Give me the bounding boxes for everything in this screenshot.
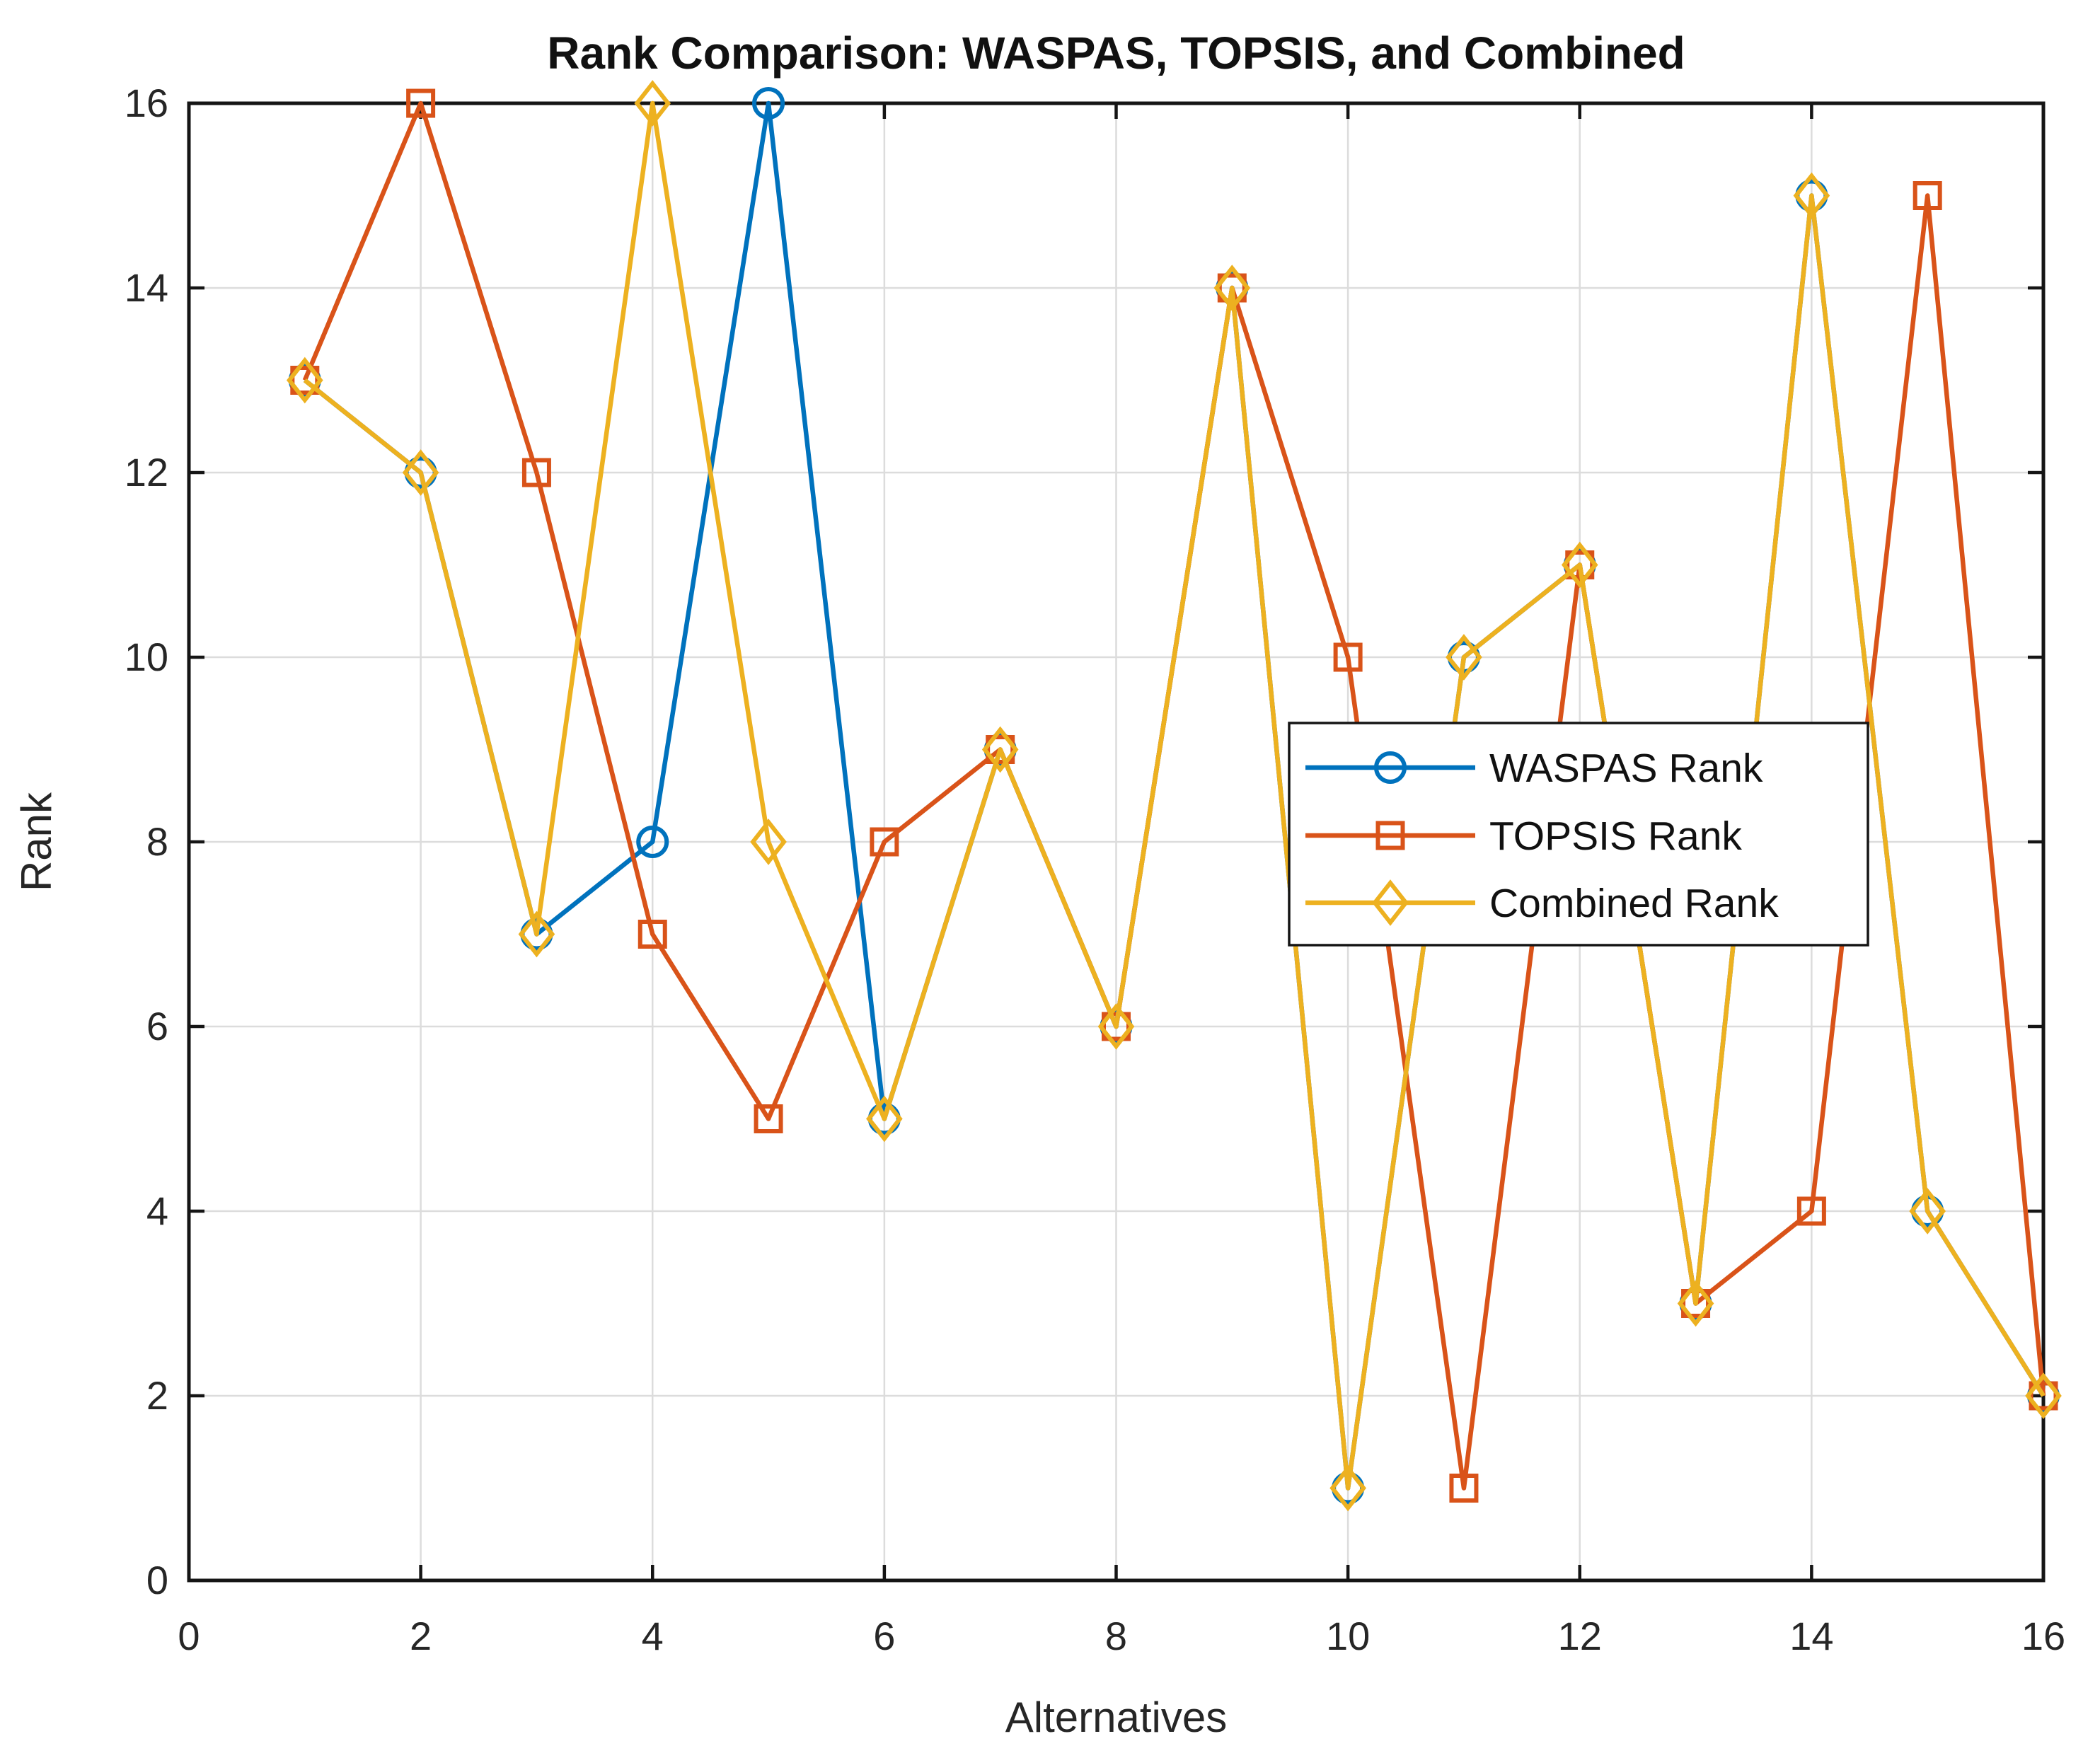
marker-topsis-rank-x15 xyxy=(1912,181,1942,210)
x-tick-label-10: 10 xyxy=(1326,1614,1370,1658)
marker-waspas-rank-x4 xyxy=(636,826,669,858)
marker-topsis-rank-x14 xyxy=(1796,1196,1826,1226)
y-axis-label: Rank xyxy=(13,792,60,891)
legend: WASPAS Rank TOPSIS Rank Combined Rank xyxy=(1288,722,1869,947)
y-tick-label-16: 16 xyxy=(125,81,168,125)
x-tick-labels: 0 2 4 6 8 10 12 14 16 xyxy=(178,1614,2065,1658)
legend-marker-waspas-rank xyxy=(1374,751,1407,784)
y-tick-label-10: 10 xyxy=(125,635,168,679)
x-tick-label-8: 8 xyxy=(1105,1614,1127,1658)
x-tick-label-14: 14 xyxy=(1789,1614,1833,1658)
y-tick-label-4: 4 xyxy=(146,1189,168,1233)
chart-title: Rank Comparison: WASPAS, TOPSIS, and Com… xyxy=(547,28,1685,79)
marker-combined-rank-x16 xyxy=(2025,1372,2062,1419)
marker-topsis-rank-x10 xyxy=(1333,642,1363,672)
marker-combined-rank-x15 xyxy=(1909,1188,1946,1234)
legend-label-combined-rank: Combined Rank xyxy=(1489,881,1779,926)
marker-combined-rank-x5 xyxy=(750,819,787,865)
legend-entry-waspas-rank: WASPAS Rank xyxy=(1305,746,1763,791)
marker-combined-rank-x6 xyxy=(866,1095,903,1143)
marker-topsis-rank-x6 xyxy=(870,827,899,857)
marker-combined-rank-x13 xyxy=(1677,1280,1714,1327)
x-tick-label-4: 4 xyxy=(642,1614,664,1658)
marker-topsis-rank-x4 xyxy=(638,920,667,949)
x-tick-label-6: 6 xyxy=(873,1614,895,1658)
marker-combined-rank-x9 xyxy=(1213,265,1251,311)
x-axis-label: Alternatives xyxy=(1005,1694,1227,1741)
y-tick-label-12: 12 xyxy=(125,450,168,495)
legend-label-waspas-rank: WASPAS Rank xyxy=(1489,746,1763,791)
y-tick-label-0: 0 xyxy=(146,1558,168,1602)
marker-combined-rank-x8 xyxy=(1097,1003,1135,1050)
legend-marker-combined-rank xyxy=(1372,879,1409,926)
y-tick-label-14: 14 xyxy=(125,265,168,310)
marker-topsis-rank-x7 xyxy=(986,735,1015,764)
marker-combined-rank-x10 xyxy=(1329,1464,1366,1512)
x-tick-label-12: 12 xyxy=(1558,1614,1602,1658)
marker-topsis-rank-x2 xyxy=(406,88,436,118)
marker-combined-rank-x14 xyxy=(1793,172,1830,219)
marker-combined-rank-x11 xyxy=(1446,634,1482,681)
marker-combined-rank-x3 xyxy=(518,910,555,958)
y-tick-labels: 0 2 4 6 8 10 12 14 16 xyxy=(125,81,168,1602)
marker-topsis-rank-x16 xyxy=(2029,1381,2058,1411)
tick-marks xyxy=(187,101,2046,1583)
marker-topsis-rank-x11 xyxy=(1449,1474,1479,1503)
y-tick-label-2: 2 xyxy=(146,1373,168,1418)
x-tick-label-2: 2 xyxy=(410,1614,432,1658)
marker-waspas-rank-x5 xyxy=(752,87,785,120)
y-tick-label-6: 6 xyxy=(146,1004,168,1048)
legend-marker-topsis-rank xyxy=(1375,821,1405,850)
x-tick-label-0: 0 xyxy=(178,1614,200,1658)
marker-topsis-rank-x3 xyxy=(521,458,551,487)
marker-combined-rank-x4 xyxy=(634,80,671,127)
marker-combined-rank-x1 xyxy=(286,357,323,404)
marker-topsis-rank-x5 xyxy=(754,1104,783,1133)
marker-combined-rank-x12 xyxy=(1561,541,1598,589)
marker-combined-rank-x7 xyxy=(981,726,1019,773)
legend-entry-combined-rank: Combined Rank xyxy=(1305,879,1779,926)
legend-label-topsis-rank: TOPSIS Rank xyxy=(1489,814,1742,859)
marker-topsis-rank-x1 xyxy=(290,366,320,395)
y-tick-label-8: 8 xyxy=(146,819,168,864)
legend-entry-topsis-rank: TOPSIS Rank xyxy=(1305,814,1742,859)
marker-combined-rank-x2 xyxy=(402,449,439,496)
x-tick-label-16: 16 xyxy=(2021,1614,2065,1658)
